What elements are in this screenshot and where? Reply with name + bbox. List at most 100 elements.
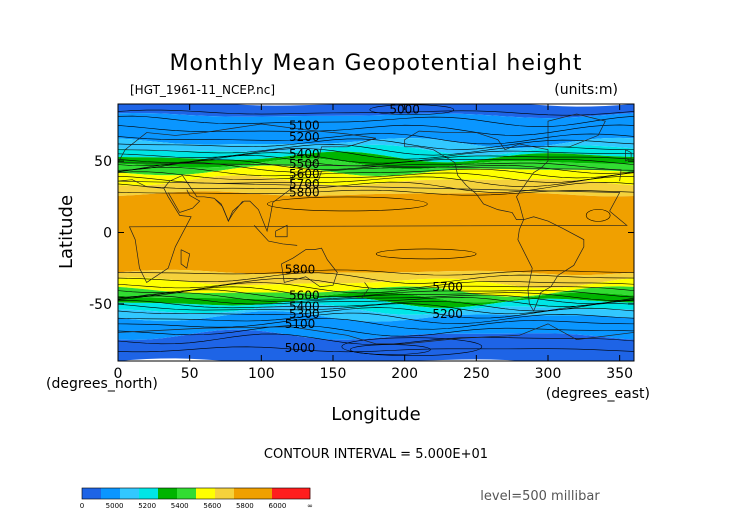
x-tick-label: 200 (391, 366, 418, 382)
contour-line (585, 209, 611, 222)
x-tick-label: 250 (463, 366, 490, 382)
x-tick-label: 50 (181, 366, 199, 382)
contour-label: 5200 (432, 307, 463, 321)
coastline (215, 199, 243, 222)
colorbar-tick-label: 6000 (269, 502, 287, 510)
contour-line (117, 307, 635, 319)
contour-line (267, 196, 428, 212)
contour-line (117, 171, 635, 183)
x-axis-ticks: 0 50 100 150 200 250 300 350 (114, 104, 633, 382)
y-tick-label: 50 (94, 154, 112, 170)
contour-line (117, 272, 635, 284)
contour-line (117, 292, 635, 304)
contour-label: 5700 (432, 280, 463, 294)
coastline (304, 170, 322, 186)
contour-line (350, 344, 431, 355)
contour-line (117, 318, 635, 330)
coastline (361, 282, 370, 299)
x-tick-label: 0 (114, 366, 123, 382)
colorbar: 0 5000 5200 5400 5600 5800 6000 ∞ (80, 487, 313, 510)
contour-line (341, 337, 483, 357)
colorbar-swatch (215, 488, 235, 499)
contour-label: 5700 (289, 177, 320, 191)
contour-label: 5400 (289, 300, 320, 314)
contour-line (117, 325, 635, 337)
chart-title: Monthly Mean Geopotential height (169, 51, 582, 76)
contour-band (118, 304, 634, 322)
contour-band (118, 158, 634, 177)
x-axis-title: Longitude (331, 404, 421, 425)
contour-line (117, 282, 635, 294)
plot-fill (118, 104, 634, 361)
y-axis-title: Latitude (56, 195, 77, 269)
coastline (163, 137, 377, 233)
colorbar-tick-label: 5600 (203, 502, 221, 510)
colorbar-swatch (196, 488, 216, 499)
contour-line (375, 248, 477, 260)
coastline (117, 179, 628, 283)
y-tick-label: -50 (89, 297, 112, 313)
colorbar-swatch (272, 488, 292, 499)
y-axis-unit: (degrees_north) (46, 376, 158, 392)
contour-label: 5800 (289, 186, 320, 200)
contour-line (117, 303, 635, 315)
contour-label: 5800 (285, 263, 316, 277)
contour-label: 5300 (289, 307, 320, 321)
contour-label: 5000 (285, 341, 316, 355)
x-tick-label: 150 (320, 366, 347, 382)
contour-line (117, 312, 635, 324)
continent-outlines (117, 113, 635, 345)
contour-label: 5600 (289, 167, 320, 181)
contour-band (118, 191, 634, 276)
colorbar-swatch (101, 488, 121, 499)
coastline (517, 216, 585, 312)
contour-band (118, 311, 634, 341)
contour-band (118, 104, 634, 119)
contour-line (117, 109, 635, 116)
contour-band (118, 175, 634, 197)
y-axis-ticks: -50 0 50 (89, 154, 634, 313)
x-tick-label: 100 (248, 366, 275, 382)
coastline (180, 249, 191, 269)
coastline (281, 247, 338, 288)
contour-band (118, 286, 634, 303)
coastline (117, 123, 622, 182)
coastline (253, 225, 298, 246)
contour-line (117, 166, 635, 179)
contour-label: 5500 (289, 157, 320, 171)
colorbar-swatch (253, 488, 273, 499)
contour-line (117, 278, 635, 290)
colorbar-swatch (177, 488, 197, 499)
contour-label: 5600 (289, 288, 320, 302)
colorbar-swatch (139, 488, 159, 499)
x-axis-unit: (degrees_east) (546, 386, 650, 402)
contour-label: 5100 (289, 118, 320, 132)
contour-line (117, 346, 635, 353)
colorbar-frame (81, 487, 311, 500)
contour-line (117, 159, 635, 171)
colorbar-tick-label: 5800 (236, 502, 254, 510)
x-tick-label: 300 (535, 366, 562, 382)
colorbar-tick-label: ∞ (307, 502, 313, 510)
colorbar-swatch (234, 488, 254, 499)
contour-band (118, 144, 634, 163)
x-tick-label: 350 (606, 366, 633, 382)
contour-labels: 5000510052005400550056005700580058005700… (285, 103, 463, 355)
contour-band (118, 277, 634, 297)
units-label: (units:m) (554, 82, 618, 98)
colorbar-swatch (82, 488, 102, 499)
contour-line (117, 286, 635, 298)
contour-band (118, 269, 634, 289)
contour-label: 5100 (285, 317, 316, 331)
colorbar-swatch (291, 488, 311, 499)
contour-line (117, 181, 635, 193)
contour-line (117, 333, 635, 345)
level-text: level=500 millibar (480, 489, 600, 504)
contour-label: 5200 (289, 130, 320, 144)
contour-line (117, 289, 635, 301)
colorbar-tick-label: 5200 (138, 502, 156, 510)
contour-line (117, 269, 635, 276)
colorbar-swatch (158, 488, 178, 499)
contour-band (118, 297, 634, 315)
